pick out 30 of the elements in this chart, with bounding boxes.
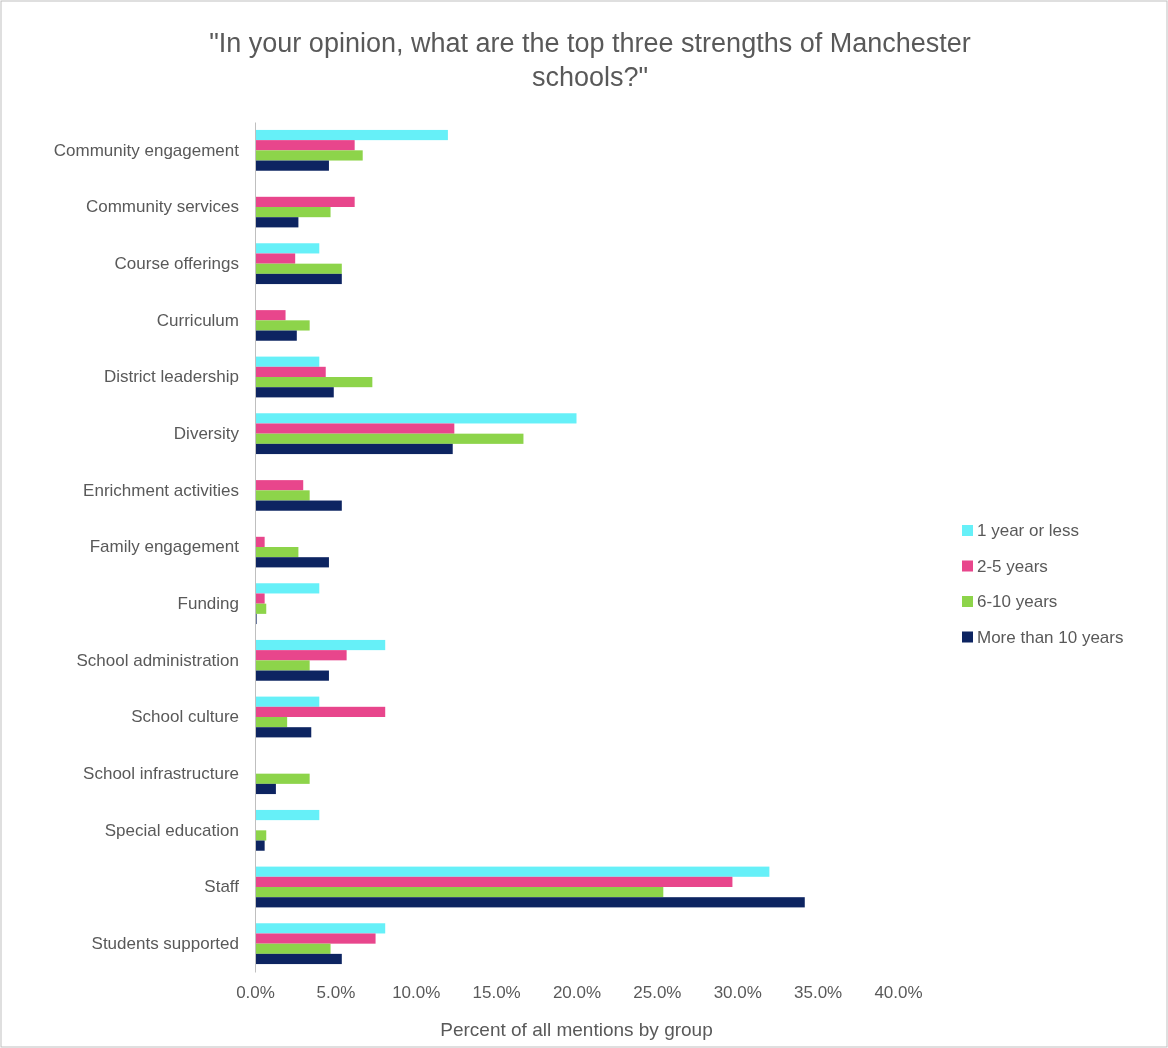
legend-label: 6-10 years: [977, 592, 1058, 611]
x-tick-label: 30.0%: [713, 983, 762, 1003]
y-tick-label: Community engagement: [53, 140, 240, 160]
chart-title: "In your opinion, what are the top three strengths of Manchester schools?": [209, 28, 971, 92]
y-tick-label: Family engagement: [89, 537, 240, 557]
y-tick-label: Special education: [104, 820, 239, 840]
y-tick-label: Curriculum: [156, 310, 239, 330]
y-tick-label: Enrichment activities: [83, 480, 239, 500]
x-tick-label: 35.0%: [794, 983, 843, 1003]
y-tick-label: School culture: [131, 707, 239, 727]
x-tick-label: 0.0%: [236, 983, 275, 1003]
y-tick-label: Staff: [204, 877, 240, 897]
y-tick-label: School administration: [76, 650, 239, 670]
y-tick-label: Students supported: [91, 934, 239, 954]
x-tick-label: 5.0%: [316, 983, 356, 1003]
y-tick-label: Community services: [85, 197, 239, 217]
legend-label: 2-5 years: [977, 556, 1048, 576]
x-axis-title: Percent of all mentions by group: [440, 1019, 713, 1040]
legend-label: More than 10 years: [977, 627, 1124, 647]
x-tick-label: 25.0%: [633, 983, 682, 1003]
y-tick-label: District leadership: [103, 367, 239, 387]
x-tick-label: 10.0%: [392, 983, 441, 1003]
y-tick-label: School infrastructure: [83, 764, 239, 784]
y-tick-label: Funding: [177, 594, 239, 614]
x-tick-label: 20.0%: [552, 983, 602, 1003]
y-tick-label: Diversity: [173, 424, 240, 444]
x-tick-label: 40.0%: [874, 983, 923, 1003]
legend-label: 1 year or less: [977, 521, 1080, 540]
y-tick-label: Course offerings: [114, 254, 239, 274]
x-tick-label: 15.0%: [472, 983, 521, 1003]
